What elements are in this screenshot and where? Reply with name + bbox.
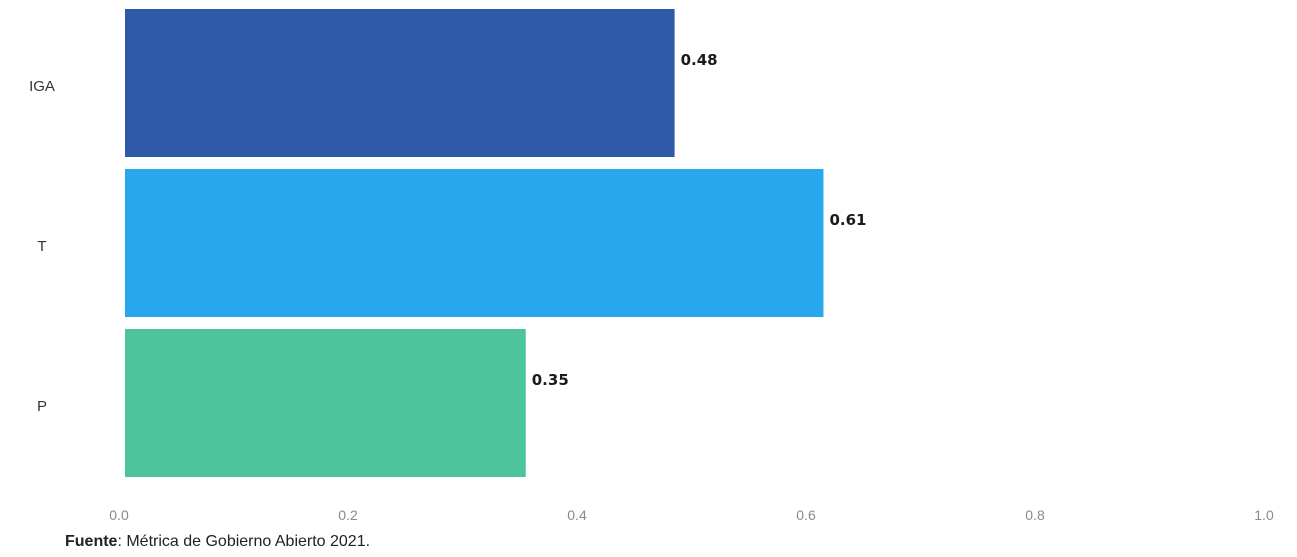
category-label-t: T [37,238,46,255]
x-tick-label: 0.4 [567,507,587,523]
category-label-iga: IGA [29,78,55,95]
category-labels-group: IGA T P [29,78,55,415]
source-note: Fuente: Métrica de Gobierno Abierto 2021… [65,533,370,551]
value-label-t: 0.61 [829,211,866,229]
value-label-iga: 0.48 [681,51,718,69]
x-axis-ticks-group: 0.0 0.2 0.4 0.6 0.8 1.0 [109,507,1274,523]
x-tick-label: 1.0 [1254,507,1274,523]
x-tick-label: 0.2 [338,507,358,523]
bar-t [125,169,824,317]
category-label-p: P [37,398,47,415]
x-tick-label: 0.6 [796,507,816,523]
bar-p [125,329,526,477]
bar-iga [125,9,675,157]
source-label: Fuente [65,533,118,550]
value-label-p: 0.35 [532,371,569,389]
bars-group [125,9,824,477]
source-text: : Métrica de Gobierno Abierto 2021. [117,533,371,550]
x-tick-label: 0.0 [109,507,129,523]
value-labels-group: 0.48 0.61 0.35 [532,51,867,389]
x-tick-label: 0.8 [1025,507,1045,523]
